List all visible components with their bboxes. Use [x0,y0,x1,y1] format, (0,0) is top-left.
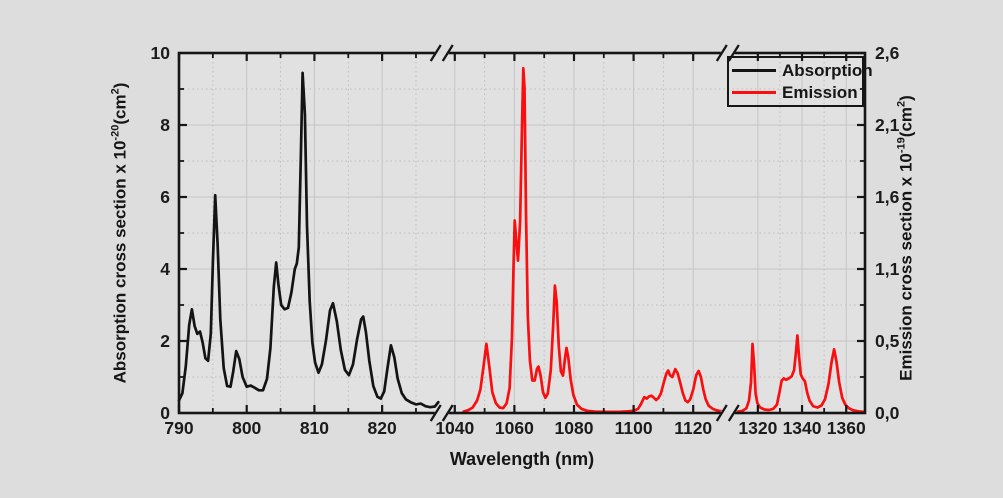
left-y-axis-title: Absorption cross section x 10-20(cm2) [109,82,130,384]
legend: Absorption Emission [727,56,873,107]
axis-break-gap [720,50,735,56]
right-y-tick-label: 1,6 [875,187,900,207]
x-tick-label: 820 [368,418,397,438]
x-tick-label: 810 [300,418,329,438]
x-tick-label: 1040 [435,418,474,438]
emission-curve [736,334,866,414]
axis-break-gap [720,410,735,416]
legend-item-absorption: Absorption [732,62,873,79]
legend-label-emission: Emission [782,82,858,102]
axis-break-slash [429,404,442,422]
axis-break-slash [715,404,728,422]
right-y-tick-label: 0,5 [875,331,900,351]
x-tick-label: 1320 [738,418,777,438]
axis-break-slash [715,44,728,62]
left-y-tick-label: 10 [151,43,171,63]
axis-break-slash [727,404,740,422]
absorption-curve [177,71,440,409]
x-tick-label: 790 [164,418,193,438]
axis-break-gap [434,50,449,56]
left-y-tick-label: 8 [160,115,170,135]
right-y-tick-label: 2,1 [875,115,900,135]
x-axis-title: Wavelength (nm) [449,449,595,469]
right-y-tick-label: 0,0 [875,403,900,423]
x-tick-label: 1080 [555,418,594,438]
axis-break-slash [429,44,442,62]
x-tick-label: 1360 [827,418,866,438]
right-y-tick-label: 1,1 [875,259,900,279]
emission-line-swatch [732,90,776,94]
x-tick-label: 1120 [674,418,712,438]
axis-break-gap [434,410,449,416]
left-y-tick-label: 6 [160,187,170,207]
x-tick-label: 1060 [495,418,534,438]
axis-break-slash [441,404,454,422]
legend-label-absorption: Absorption [782,61,873,81]
axis-break-slash [727,44,740,62]
legend-item-emission: Emission [732,84,862,101]
absorption-line-swatch [732,69,776,73]
right-y-tick-label: 2,6 [875,43,900,63]
left-y-tick-label: 4 [160,259,170,279]
axis-break-slash [441,44,454,62]
left-y-tick-label: 2 [160,331,170,351]
right-y-axis-title: Emission cross section x 10-19(cm2) [895,95,916,381]
x-tick-label: 1100 [615,418,653,438]
x-tick-label: 800 [232,418,261,438]
left-y-tick-label: 0 [160,403,170,423]
emission-curve [462,66,723,414]
x-tick-label: 1340 [783,418,822,438]
